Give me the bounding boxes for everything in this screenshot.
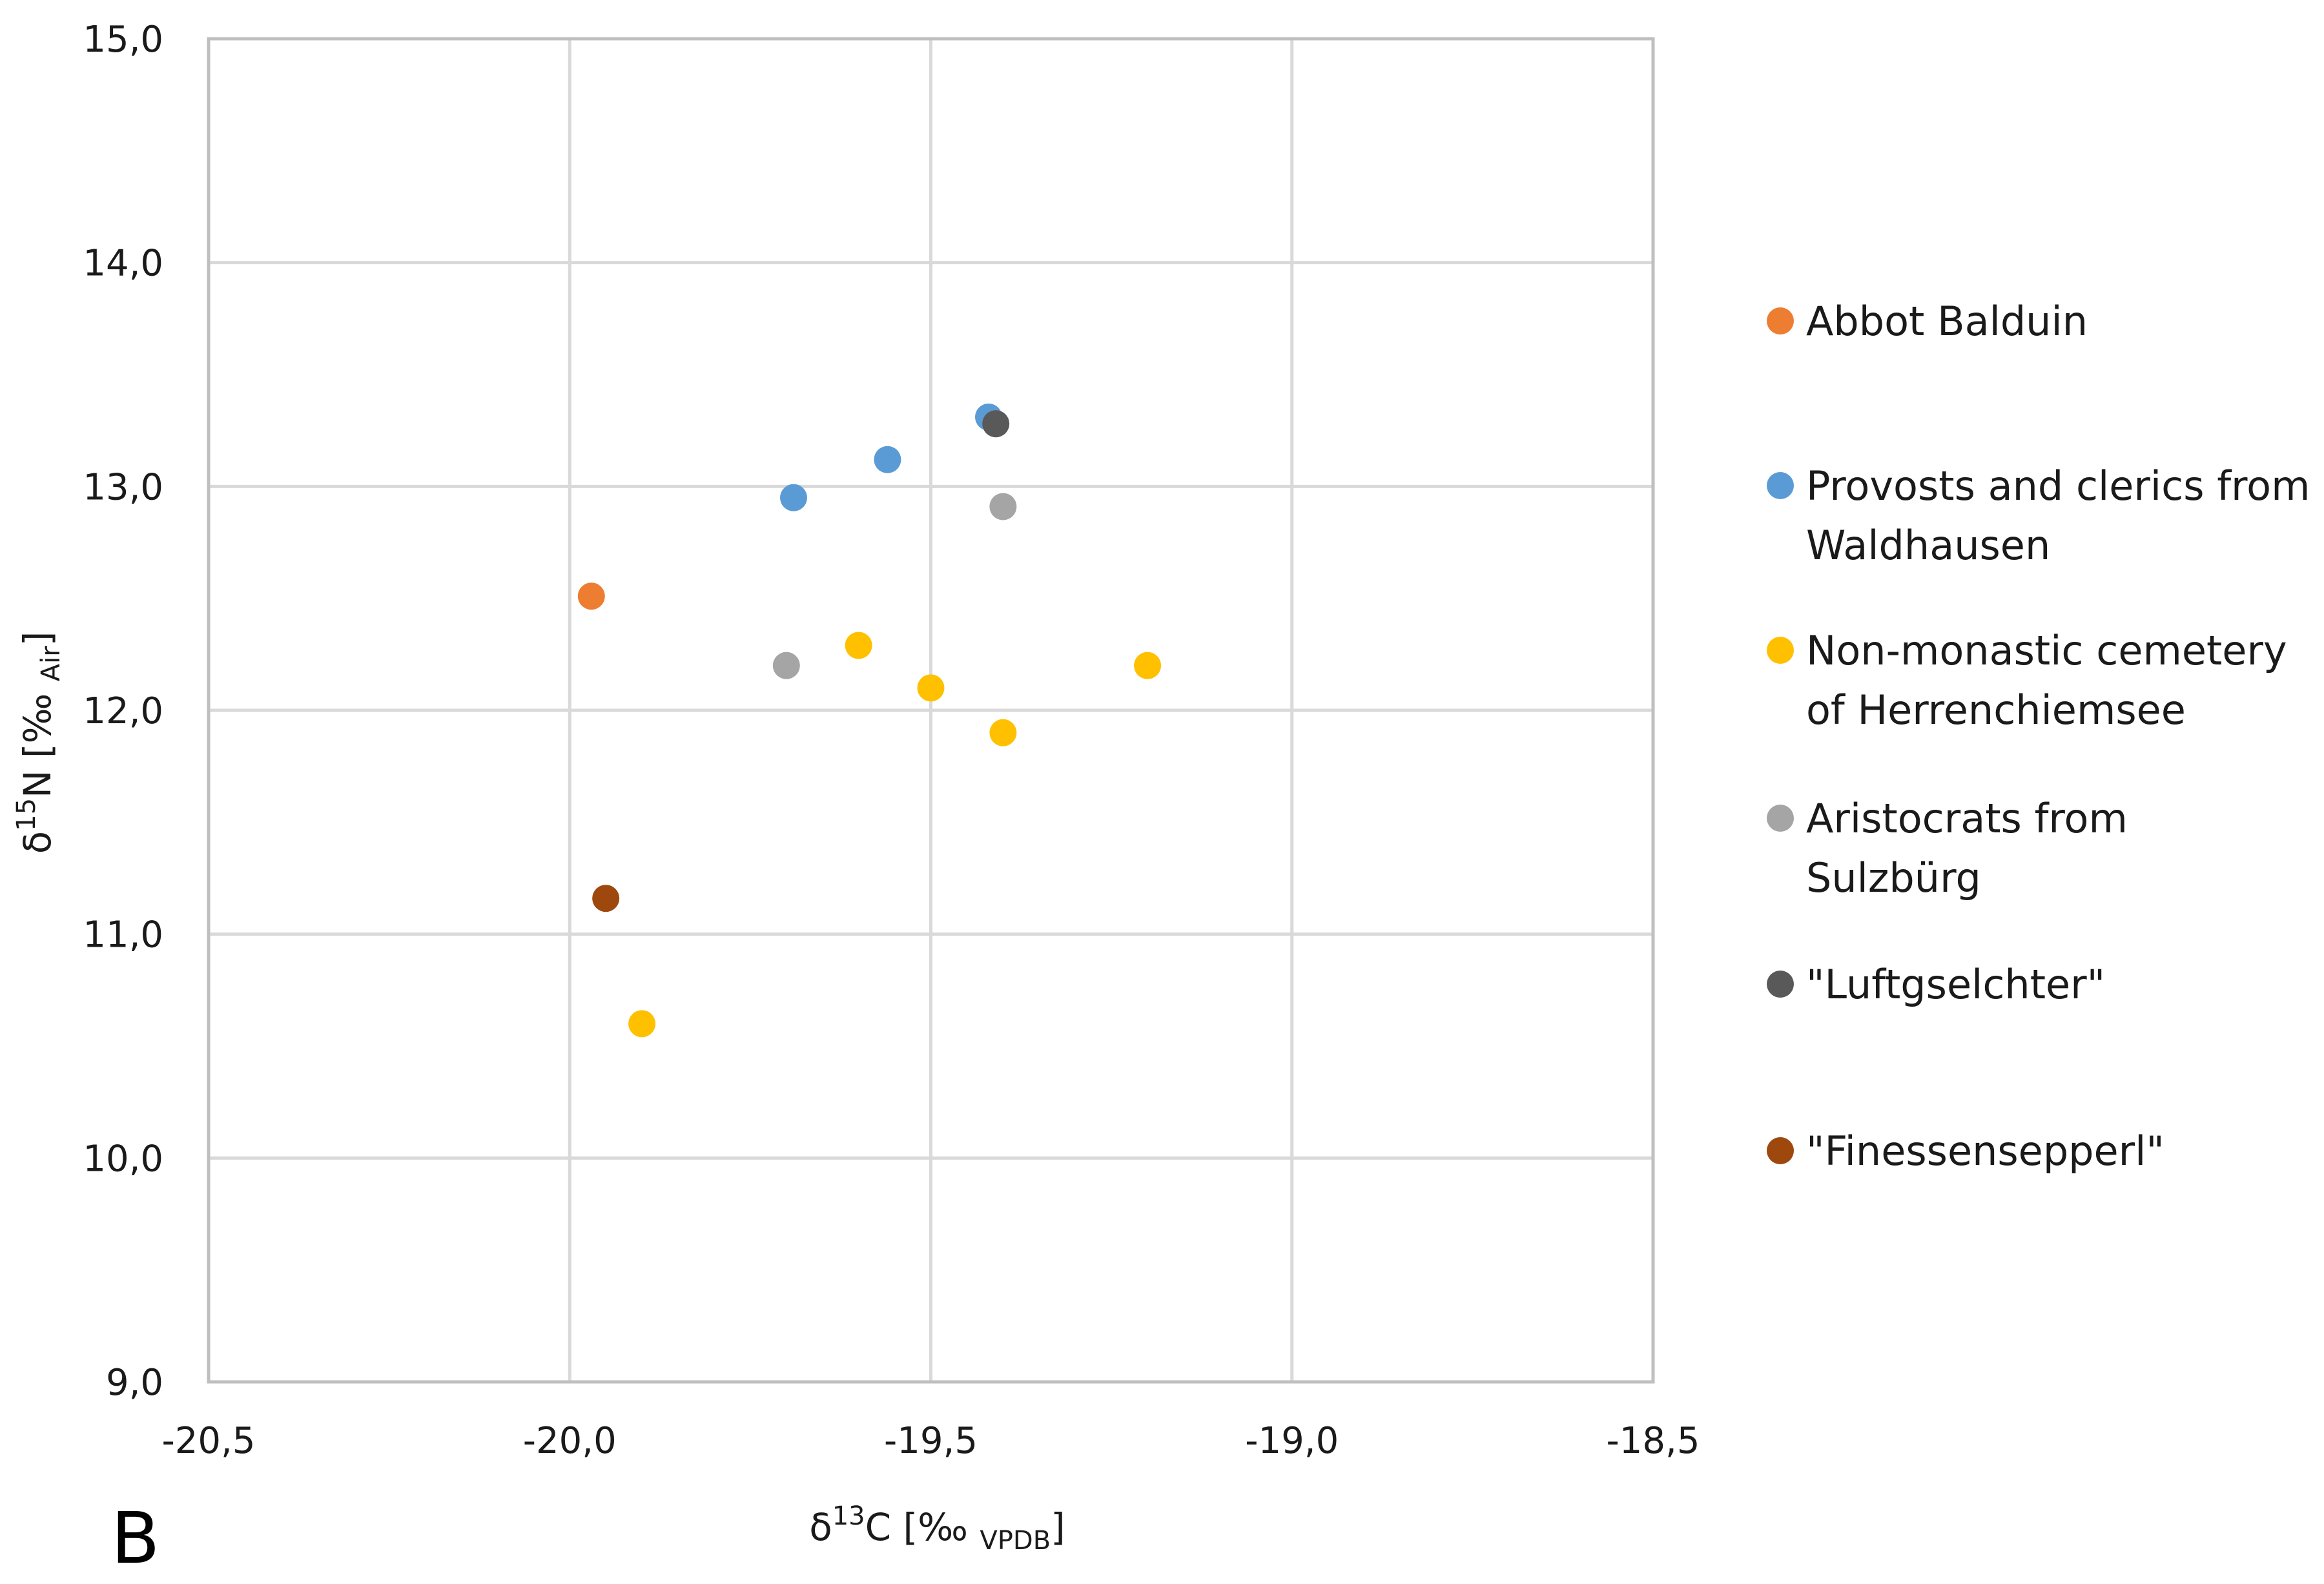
panel-letter: B: [111, 1497, 159, 1579]
y-tick-label: 10,0: [83, 1138, 163, 1180]
x-tick-label: -20,5: [162, 1420, 256, 1462]
legend-item: "Luftgselchter": [1767, 961, 2105, 1008]
legend-label: Waldhausen: [1806, 522, 2050, 569]
data-point: [917, 674, 945, 702]
data-point: [989, 719, 1017, 746]
data-point: [772, 652, 800, 679]
legend-marker: [1767, 637, 1794, 664]
legend-label: Aristocrats from: [1806, 795, 2128, 842]
legend-item: Non-monastic cemetery of Herrenchiemsee: [1767, 627, 2287, 734]
legend-marker: [1767, 971, 1794, 998]
legend-marker: [1767, 307, 1794, 334]
data-point: [989, 493, 1017, 520]
y-tick-label: 12,0: [83, 690, 163, 732]
x-axis-label: δ13C [‰ VPDB]: [809, 1501, 1065, 1556]
data-point: [779, 484, 807, 511]
legend-item: Provosts and clerics from Waldhausen: [1767, 462, 2310, 569]
x-tick-label: -18,5: [1607, 1420, 1700, 1462]
legend-marker: [1767, 472, 1794, 499]
tick-labels: -20,5 -20,0 -19,5 -19,0 -18,5 9,0 10,0 11,0 12,0…: [83, 19, 1700, 1462]
x-tick-label: -19,5: [884, 1420, 978, 1462]
y-tick-label: 14,0: [83, 243, 163, 285]
data-point: [982, 410, 1010, 438]
x-tick-label: -20,0: [523, 1420, 617, 1462]
legend-label: Sulzbürg: [1806, 854, 1981, 901]
legend-item: "Finessensepperl": [1767, 1127, 2165, 1175]
data-point: [628, 1010, 656, 1038]
legend-item: Aristocrats from Sulzbürg: [1767, 795, 2128, 901]
legend: Abbot Balduin Provosts and clerics from Wa…: [1767, 298, 2310, 1175]
legend-label: Non-monastic cemetery: [1806, 627, 2287, 674]
x-tick-label: -19,0: [1245, 1420, 1339, 1462]
legend-label: "Luftgselchter": [1806, 961, 2105, 1008]
legend-marker: [1767, 805, 1794, 832]
legend-label: Abbot Balduin: [1806, 298, 2088, 345]
y-tick-label: 15,0: [83, 19, 163, 61]
data-point: [1134, 652, 1162, 679]
data-point: [845, 632, 872, 659]
gridlines: [207, 37, 1655, 1384]
plot-area-frame: [207, 37, 1655, 1384]
y-tick-label: 9,0: [106, 1362, 163, 1404]
data-point: [874, 446, 901, 473]
y-axis-label: δ15N [‰ Air]: [12, 632, 66, 854]
legend-label: Provosts and clerics from: [1806, 462, 2310, 509]
data-point: [577, 582, 605, 610]
data-points: [577, 403, 1162, 1038]
data-point: [592, 885, 620, 912]
legend-label: of Herrenchiemsee: [1806, 686, 2186, 734]
y-tick-label: 13,0: [83, 466, 163, 508]
legend-label: "Finessensepperl": [1806, 1127, 2165, 1175]
legend-marker: [1767, 1137, 1794, 1164]
y-tick-label: 11,0: [83, 914, 163, 956]
legend-item: Abbot Balduin: [1767, 298, 2088, 345]
